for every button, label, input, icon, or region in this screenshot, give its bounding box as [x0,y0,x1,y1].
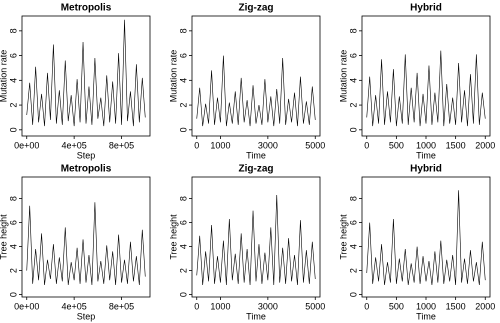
y-tick-label: 0 [178,292,188,297]
y-tick-label: 4 [8,78,18,83]
y-tick-label: 8 [8,28,18,33]
panel-title: Metropolis [61,164,112,175]
panel-title: Zig-zag [239,3,274,14]
trace [366,50,486,127]
x-tick-label: 1500 [446,301,466,311]
y-tick-label: 6 [8,53,18,58]
y-tick-label: 8 [348,196,358,201]
x-tick-label: 1000 [210,140,230,150]
x-tick-label: 2000 [475,140,495,150]
y-tick-label: 2 [8,268,18,273]
y-axis-label: Tree height [338,214,348,260]
y-tick-label: 8 [178,196,188,201]
x-tick-label: 1000 [416,140,436,150]
y-tick-label: 2 [348,103,358,108]
y-tick-label: 6 [348,220,358,225]
y-tick-label: 8 [348,28,358,33]
y-tick-label: 6 [348,53,358,58]
x-tick-label: 1500 [446,140,466,150]
x-tick-label: 0 [194,140,199,150]
trace [26,202,146,286]
plot-frame [191,15,321,137]
y-tick-label: 4 [178,244,188,249]
y-tick-label: 8 [8,196,18,201]
y-tick-label: 0 [348,292,358,297]
x-tick-label: 0 [364,140,369,150]
y-tick-label: 2 [348,268,358,273]
trace [196,194,316,286]
x-tick-label: 0e+00 [14,301,39,311]
x-tick-label: 1000 [210,301,230,311]
panel-title: Metropolis [61,3,112,14]
x-tick-label: 0 [364,301,369,311]
y-tick-label: 2 [8,103,18,108]
x-tick-label: 500 [389,140,404,150]
x-tick-label: 8e+05 [109,301,134,311]
y-tick-label: 6 [178,53,188,58]
x-tick-label: 4e+05 [62,301,87,311]
y-tick-label: 6 [178,220,188,225]
x-axis-label: Time [416,311,436,321]
trace [26,19,146,127]
x-axis-label: Time [246,311,266,321]
x-tick-label: 0 [194,301,199,311]
y-tick-label: 6 [8,220,18,225]
y-tick-label: 2 [178,268,188,273]
panel-title: Zig-zag [239,164,274,175]
x-tick-label: 2000 [475,301,495,311]
x-axis-label: Time [416,150,436,160]
x-axis-label: Step [77,150,96,160]
x-tick-label: 0e+00 [14,140,39,150]
y-tick-label: 4 [178,78,188,83]
x-axis-label: Time [246,150,266,160]
x-tick-label: 5000 [305,140,325,150]
trace [196,55,316,127]
y-axis-label: Tree height [0,214,8,260]
plot-frame [191,176,321,298]
y-axis-label: Tree height [168,214,178,260]
x-tick-label: 500 [389,301,404,311]
x-tick-label: 3000 [258,301,278,311]
y-tick-label: 0 [348,127,358,132]
y-tick-label: 0 [8,292,18,297]
panel-title: Hybrid [410,3,442,14]
y-tick-label: 4 [8,244,18,249]
y-tick-label: 2 [178,103,188,108]
y-tick-label: 0 [8,127,18,132]
x-tick-label: 3000 [258,140,278,150]
y-axis-label: Mutation rate [168,50,178,103]
x-axis-label: Step [77,311,96,321]
y-tick-label: 8 [178,28,188,33]
x-tick-label: 8e+05 [109,140,134,150]
x-tick-label: 1000 [416,301,436,311]
y-tick-label: 4 [348,78,358,83]
panel-title: Hybrid [410,164,442,175]
y-tick-label: 4 [348,244,358,249]
y-axis-label: Mutation rate [338,50,348,103]
trace [366,190,486,286]
plot-frame [21,15,151,137]
y-tick-label: 0 [178,127,188,132]
y-axis-label: Mutation rate [0,50,8,103]
x-tick-label: 5000 [305,301,325,311]
plot-frame [21,176,151,298]
x-tick-label: 4e+05 [62,140,87,150]
